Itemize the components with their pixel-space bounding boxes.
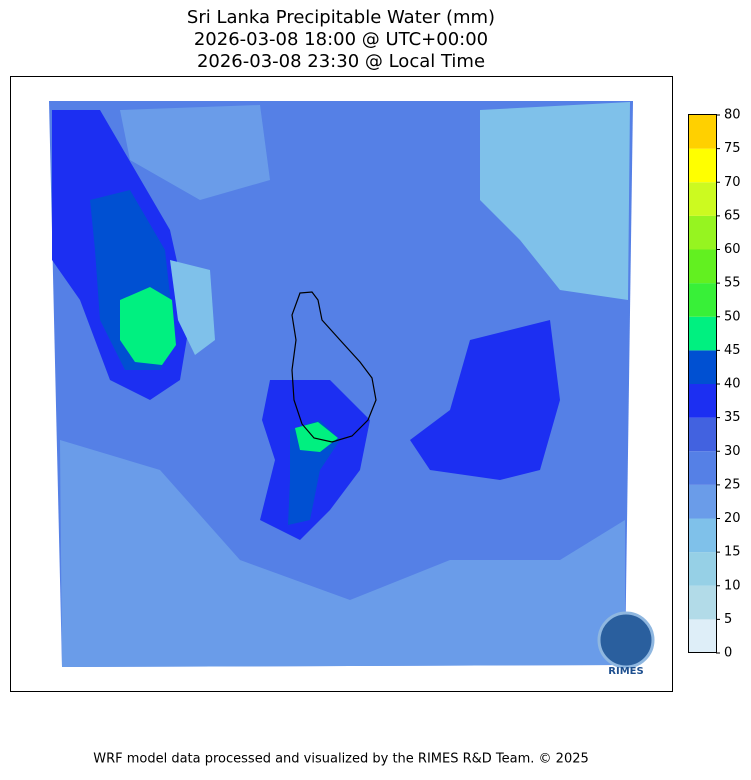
colorbar-tick-label: 15 [724, 545, 741, 560]
colorbar-bin [689, 115, 716, 149]
colorbar-tick-label: 5 [724, 612, 732, 627]
colorbar-tick-label: 45 [724, 343, 741, 358]
map-field [49, 101, 633, 667]
colorbar-tick-label: 65 [724, 208, 741, 223]
colorbar-bin [689, 283, 716, 317]
colorbar-bin [689, 350, 716, 384]
colorbar-tick-label: 75 [724, 141, 741, 156]
colorbar-bin [689, 619, 716, 653]
colorbar-tick-label: 40 [724, 377, 741, 392]
colorbar-tick-label: 70 [724, 175, 741, 190]
colorbar-bin [689, 451, 716, 485]
colorbar-bin [689, 552, 716, 586]
footer: WRF model data processed and visualized … [93, 752, 589, 767]
title-line: 2026-03-08 23:30 @ Local Time [197, 51, 485, 72]
colorbar-bin [689, 585, 716, 620]
colorbar-bin [689, 249, 716, 284]
colorbar-frame [688, 114, 717, 653]
title-line: Sri Lanka Precipitable Water (mm) [187, 7, 495, 28]
colorbar-bin [689, 484, 716, 519]
colorbar-tick-label: 55 [724, 276, 741, 291]
logo: RIMES [597, 611, 655, 677]
colorbar-bin [689, 148, 716, 183]
colorbar-bin [689, 316, 716, 351]
colorbar-tick-label: 35 [724, 410, 741, 425]
colorbar-tick-label: 25 [724, 477, 741, 492]
coastline [291, 291, 377, 443]
colorbar-tick-label: 30 [724, 444, 741, 459]
colorbar-bin [689, 182, 716, 216]
title-line: 2026-03-08 18:00 @ UTC+00:00 [194, 29, 488, 50]
colorbar-bin [689, 417, 716, 452]
colorbar-tick-label: 0 [724, 646, 732, 661]
colorbar-tick-label: 60 [724, 242, 741, 257]
colorbar-tick-label: 80 [724, 108, 741, 123]
logo-text: RIMES [608, 666, 643, 677]
colorbar-tick-label: 20 [724, 511, 741, 526]
colorbar-tick-label: 50 [724, 309, 741, 324]
colorbar-bin [689, 518, 716, 553]
colorbar-bin [689, 384, 716, 418]
colorbar-tick-label: 10 [724, 578, 741, 593]
colorbar-bin [689, 215, 716, 250]
